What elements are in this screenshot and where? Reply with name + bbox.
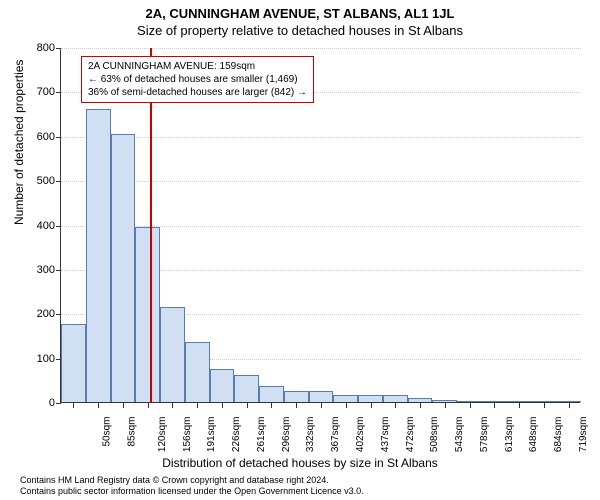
histogram-bar	[358, 395, 383, 402]
histogram-bar	[234, 375, 259, 402]
xtick-label: 85sqm	[127, 417, 138, 447]
xtick-label: 402sqm	[355, 417, 366, 453]
xtick-mark	[494, 403, 495, 408]
xtick-mark	[247, 403, 248, 408]
histogram-bar	[160, 307, 185, 402]
xtick-label: 367sqm	[330, 417, 341, 453]
xtick-mark	[197, 403, 198, 408]
histogram-bar	[432, 400, 457, 402]
histogram-bar	[284, 391, 309, 402]
ytick-label: 600	[37, 131, 55, 143]
histogram-bar	[61, 324, 86, 402]
xtick-mark	[371, 403, 372, 408]
xtick-mark	[148, 403, 149, 408]
chart-container: 2A, CUNNINGHAM AVENUE, ST ALBANS, AL1 1J…	[0, 0, 600, 500]
y-axis-label: Number of detached properties	[12, 60, 26, 225]
xtick-mark	[569, 403, 570, 408]
xtick-mark	[544, 403, 545, 408]
xtick-mark	[73, 403, 74, 408]
footer-line-2: Contains public sector information licen…	[20, 486, 364, 498]
footer-line-1: Contains HM Land Registry data © Crown c…	[20, 475, 364, 487]
histogram-bar	[333, 395, 358, 402]
xtick-mark	[470, 403, 471, 408]
xtick-mark	[296, 403, 297, 408]
histogram-bar	[482, 401, 507, 402]
xtick-label: 226sqm	[231, 417, 242, 453]
xtick-mark	[321, 403, 322, 408]
xtick-label: 261sqm	[256, 417, 267, 453]
xtick-mark	[420, 403, 421, 408]
ytick-label: 200	[37, 308, 55, 320]
histogram-bar	[556, 401, 581, 402]
xtick-label: 50sqm	[102, 417, 113, 447]
xtick-label: 472sqm	[405, 417, 416, 453]
histogram-bar	[185, 342, 210, 402]
xtick-label: 719sqm	[578, 417, 589, 453]
xtick-mark	[395, 403, 396, 408]
xtick-label: 437sqm	[380, 417, 391, 453]
xtick-label: 684sqm	[553, 417, 564, 453]
histogram-bar	[309, 391, 334, 402]
ytick-mark	[56, 403, 61, 404]
histogram-bar	[259, 386, 284, 402]
xtick-label: 648sqm	[528, 417, 539, 453]
xtick-mark	[123, 403, 124, 408]
xtick-label: 508sqm	[429, 417, 440, 453]
x-axis-label: Distribution of detached houses by size …	[0, 456, 600, 470]
xtick-mark	[271, 403, 272, 408]
xtick-mark	[445, 403, 446, 408]
ytick-label: 800	[37, 42, 55, 54]
chart-title: 2A, CUNNINGHAM AVENUE, ST ALBANS, AL1 1J…	[0, 0, 600, 21]
ytick-mark	[56, 226, 61, 227]
plot-region: 010020030040050060070080050sqm85sqm120sq…	[60, 48, 580, 403]
ytick-label: 400	[37, 220, 55, 232]
histogram-bar	[383, 395, 408, 402]
ytick-mark	[56, 270, 61, 271]
gridline	[61, 137, 581, 138]
xtick-mark	[172, 403, 173, 408]
gridline	[61, 181, 581, 182]
ytick-mark	[56, 92, 61, 93]
histogram-bar	[408, 398, 433, 402]
histogram-bar	[531, 401, 556, 402]
chart-subtitle: Size of property relative to detached ho…	[0, 21, 600, 38]
xtick-label: 613sqm	[504, 417, 515, 453]
annotation-line: 2A CUNNINGHAM AVENUE: 159sqm	[88, 60, 307, 73]
ytick-mark	[56, 314, 61, 315]
xtick-label: 191sqm	[207, 417, 218, 453]
annotation-line: ← 63% of detached houses are smaller (1,…	[88, 73, 307, 86]
chart-area: 010020030040050060070080050sqm85sqm120sq…	[60, 48, 580, 428]
xtick-label: 543sqm	[454, 417, 465, 453]
xtick-mark	[519, 403, 520, 408]
gridline	[61, 48, 581, 49]
annotation-box: 2A CUNNINGHAM AVENUE: 159sqm← 63% of det…	[81, 56, 314, 103]
footer-attribution: Contains HM Land Registry data © Crown c…	[20, 475, 364, 498]
histogram-bar	[86, 109, 111, 402]
xtick-label: 156sqm	[182, 417, 193, 453]
ytick-label: 500	[37, 175, 55, 187]
ytick-mark	[56, 137, 61, 138]
histogram-bar	[135, 227, 160, 402]
histogram-bar	[457, 401, 482, 402]
xtick-label: 120sqm	[157, 417, 168, 453]
ytick-mark	[56, 48, 61, 49]
xtick-label: 296sqm	[281, 417, 292, 453]
ytick-mark	[56, 181, 61, 182]
ytick-label: 0	[49, 397, 55, 409]
histogram-bar	[210, 369, 235, 402]
ytick-label: 700	[37, 86, 55, 98]
histogram-bar	[507, 401, 532, 402]
ytick-label: 300	[37, 264, 55, 276]
ytick-label: 100	[37, 353, 55, 365]
histogram-bar	[111, 134, 136, 402]
xtick-label: 332sqm	[306, 417, 317, 453]
xtick-mark	[222, 403, 223, 408]
xtick-mark	[98, 403, 99, 408]
xtick-mark	[346, 403, 347, 408]
xtick-label: 578sqm	[479, 417, 490, 453]
annotation-line: 36% of semi-detached houses are larger (…	[88, 86, 307, 99]
